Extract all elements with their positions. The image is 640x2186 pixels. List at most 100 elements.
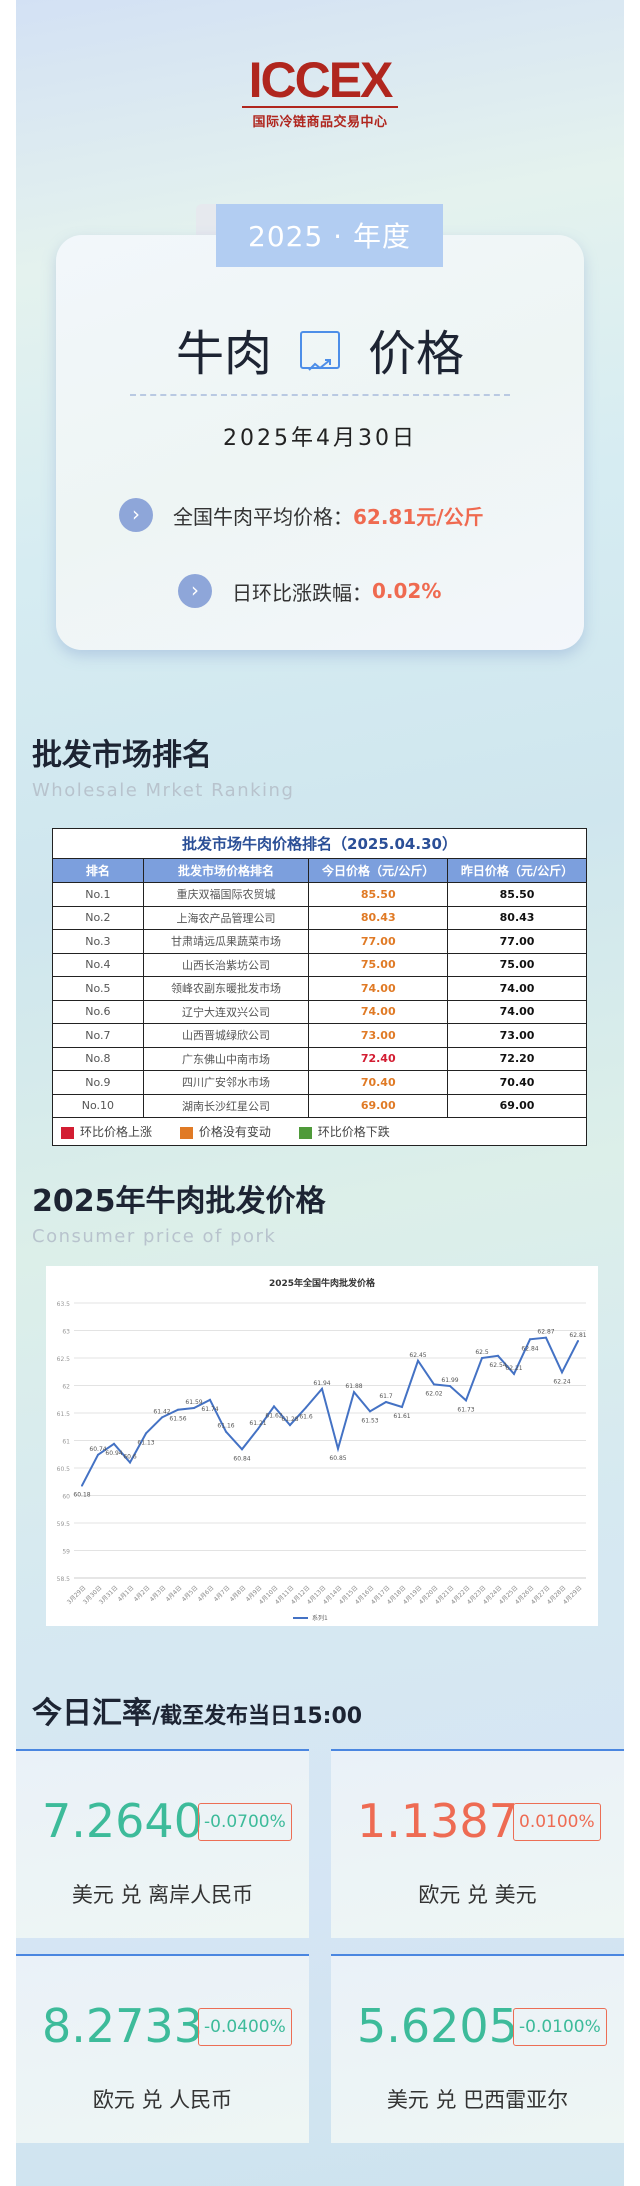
cell-today: 80.43 — [308, 905, 449, 930]
y-tick-label: 63.5 — [57, 1301, 71, 1308]
y-tick-label: 62 — [62, 1384, 70, 1391]
fx-rate: 1.1387 — [357, 1794, 518, 1848]
data-point — [353, 1391, 355, 1394]
data-point — [289, 1424, 291, 1427]
data-label: 60.85 — [329, 1455, 346, 1462]
data-label: 61.13 — [137, 1439, 154, 1446]
data-label: 61.53 — [361, 1417, 378, 1424]
y-tick-label: 60 — [62, 1494, 70, 1501]
table-header-row: 排名 批发市场价格排名 今日价格（元/公斤） 昨日价格（元/公斤） — [52, 858, 587, 883]
logo-subtitle: 国际冷链商品交易中心 — [252, 115, 388, 130]
legend-down: 环比价格下跌 — [317, 1125, 390, 1139]
x-tick-label: 4月1日 — [117, 1584, 136, 1603]
col-today: 今日价格（元/公斤） — [308, 858, 449, 883]
data-point — [129, 1461, 131, 1464]
data-label: 61.74 — [201, 1406, 218, 1413]
legend-label: 系列1 — [312, 1614, 328, 1622]
data-label: 61.56 — [169, 1416, 186, 1423]
data-label: 61.88 — [345, 1383, 362, 1390]
x-tick-label: 4月8日 — [229, 1584, 248, 1603]
y-tick-label: 61 — [62, 1439, 70, 1446]
data-point — [401, 1405, 403, 1408]
data-point — [257, 1427, 259, 1430]
table-row: No.10 湖南长沙红星公司 69.00 69.00 — [52, 1093, 587, 1118]
data-point — [369, 1410, 371, 1413]
data-label: 61.61 — [393, 1413, 410, 1420]
legend-flat: 价格没有变动 — [198, 1125, 271, 1139]
data-label: 61.7 — [379, 1393, 393, 1400]
chevron-right-icon: › — [119, 498, 153, 532]
cell-yesterday: 74.00 — [447, 999, 587, 1024]
iccex-logo: ICCEX 国际冷链商品交易中心 — [240, 52, 400, 132]
cell-rank: No.7 — [52, 1023, 144, 1048]
cell-rank: No.1 — [52, 882, 144, 907]
data-point — [433, 1383, 435, 1386]
fx-change-badge: -0.0700% — [198, 1803, 292, 1841]
cell-rank: No.4 — [52, 952, 144, 977]
cell-market: 上海农产品管理公司 — [142, 905, 310, 930]
data-label: 60.94 — [105, 1450, 122, 1457]
cell-today: 75.00 — [308, 952, 449, 977]
fx-card: 1.1387 0.0100% 欧元 兑 美元 — [331, 1749, 624, 1938]
avg-price-row: › 全国牛肉平均价格： 62.81元/公斤 — [119, 498, 484, 532]
cell-yesterday: 70.40 — [447, 1070, 587, 1095]
data-label: 61.21 — [249, 1420, 266, 1427]
data-label: 61.59 — [185, 1399, 202, 1406]
col-yesterday: 昨日价格（元/公斤） — [447, 858, 587, 883]
data-point — [241, 1448, 243, 1451]
cell-yesterday: 73.00 — [447, 1023, 587, 1048]
change-label: 日环比涨跌幅： — [232, 580, 372, 605]
data-point — [449, 1385, 451, 1388]
fx-pair: 美元 兑 离岸人民币 — [71, 1883, 254, 1907]
cell-today: 74.00 — [308, 999, 449, 1024]
data-label: 60.6 — [123, 1454, 137, 1461]
data-point — [113, 1442, 115, 1445]
data-label: 62.87 — [537, 1329, 554, 1336]
table-row: No.7 山西晋城绿欣公司 73.00 73.00 — [52, 1023, 587, 1048]
data-label: 62.54 — [489, 1362, 506, 1369]
table-row: No.5 领峰农副东暖批发市场 74.00 74.00 — [52, 976, 587, 1001]
logo-mark: ICCEX — [248, 52, 394, 108]
fx-pair: 美元 兑 巴西雷亚尔 — [386, 2088, 569, 2112]
cell-rank: No.2 — [52, 905, 144, 930]
data-label: 61.99 — [441, 1377, 458, 1384]
data-point — [337, 1447, 339, 1450]
fx-change-badge: -0.0100% — [513, 2008, 607, 2046]
x-tick-label: 4月6日 — [197, 1584, 216, 1603]
data-point — [321, 1387, 323, 1390]
cell-today: 73.00 — [308, 1023, 449, 1048]
data-point — [193, 1407, 195, 1410]
data-label: 61.16 — [217, 1423, 234, 1430]
y-tick-label: 59 — [62, 1549, 70, 1556]
table-row: No.2 上海农产品管理公司 80.43 80.43 — [52, 905, 587, 930]
trend-chart-icon — [300, 331, 340, 371]
x-tick-label: 4月5日 — [181, 1584, 200, 1603]
fx-card: 8.2733 -0.0400% 欧元 兑 人民币 — [16, 1954, 309, 2143]
col-market: 批发市场价格排名 — [142, 858, 310, 883]
fx-title-text: 今日汇率 — [32, 1696, 152, 1731]
data-point — [145, 1432, 147, 1435]
data-point — [529, 1338, 531, 1341]
avg-price-value: 62.81元/公斤 — [353, 504, 484, 529]
data-label: 61.6 — [299, 1414, 313, 1421]
table-row: No.4 山西长治紫坊公司 75.00 75.00 — [52, 952, 587, 977]
x-tick-label: 4月7日 — [213, 1584, 232, 1603]
series-line — [81, 1336, 579, 1487]
y-tick-label: 62.5 — [57, 1356, 71, 1363]
chevron-right-icon: › — [178, 574, 212, 608]
cell-today: 72.40 — [308, 1046, 449, 1071]
cell-market: 山西晋城绿欣公司 — [142, 1023, 310, 1048]
y-tick-label: 60.5 — [57, 1466, 71, 1473]
data-label: 61.94 — [313, 1380, 330, 1387]
table-row: No.9 四川广安邻水市场 70.40 70.40 — [52, 1070, 587, 1095]
cell-rank: No.10 — [52, 1093, 144, 1118]
cell-market: 山西长治紫坊公司 — [142, 952, 310, 977]
data-label: 62.02 — [425, 1390, 442, 1397]
fx-subtitle: /截至发布当日15:00 — [152, 1704, 363, 1729]
avg-price-label: 全国牛肉平均价格： — [173, 504, 353, 529]
ranking-table-title: 批发市场牛肉价格排名（2025.04.30） — [52, 828, 587, 859]
data-label: 62.81 — [569, 1332, 586, 1339]
data-label: 61.62 — [265, 1412, 282, 1419]
cell-market: 湖南长沙红星公司 — [142, 1093, 310, 1118]
title-left: 牛肉 — [175, 326, 272, 382]
